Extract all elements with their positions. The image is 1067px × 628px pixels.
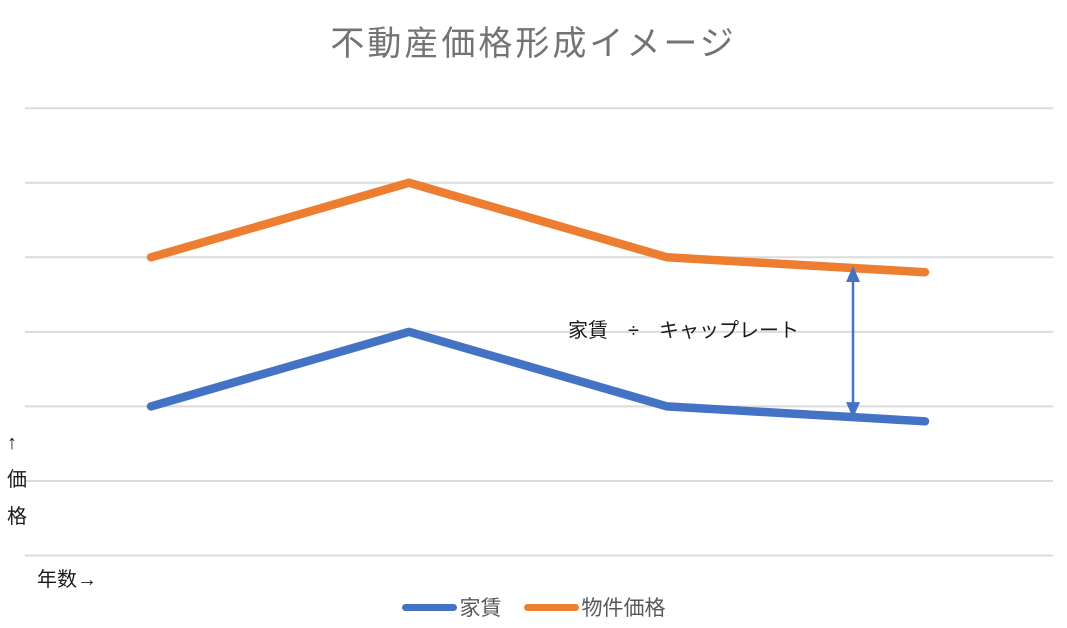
gap-arrow-head-top	[846, 266, 861, 283]
formula-annotation: 家賃 ÷ キャップレート	[568, 320, 799, 342]
legend-swatch-property-price	[523, 603, 579, 611]
legend-label-property-price: 物件価格	[581, 597, 666, 620]
series-line-property-price	[146, 178, 930, 277]
legend-label-rent: 家賃	[459, 597, 502, 620]
y-axis-label: ↑価格	[7, 432, 27, 528]
chart-title: 不動産価格形成イメージ	[330, 25, 737, 63]
legend: 家賃 物件価格	[0, 592, 1067, 622]
gap-arrow-head-bottom	[846, 402, 861, 419]
series-line-rent	[146, 327, 930, 426]
legend-swatch-rent	[401, 603, 457, 611]
x-axis-label: 年数→	[37, 569, 97, 591]
legend-item-rent: 家賃	[401, 592, 502, 622]
legend-item-property-price: 物件価格	[523, 592, 666, 622]
price-gap-arrow	[846, 266, 861, 419]
